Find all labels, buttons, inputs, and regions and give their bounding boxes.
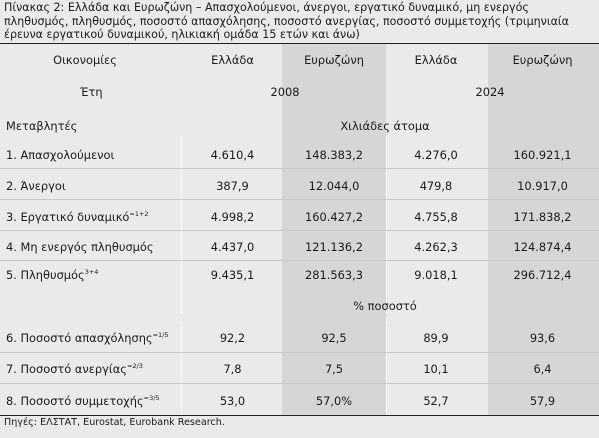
value-cell: 9.435,1 <box>210 268 255 282</box>
value-cell: 89,9 <box>423 331 449 345</box>
value-cell: 7,8 <box>223 362 242 376</box>
source-note: Πηγές: ΕΛΣΤΑΤ, Eurostat, Eurobank Resear… <box>4 417 225 428</box>
row-label: 7. Ποσοστό ανεργίας=2/3 <box>6 362 143 376</box>
row-rule <box>0 383 599 384</box>
row-label: 8. Ποσοστό συμμετοχής=3/5 <box>6 394 160 408</box>
value-cell: 4.276,0 <box>414 148 458 162</box>
header-col-greece-2024: Ελλάδα <box>414 53 458 67</box>
value-cell: 92,2 <box>219 331 246 345</box>
row-label: 2. Άνεργοι <box>6 179 66 193</box>
unit-percent: % ποσοστό <box>353 299 417 313</box>
row-rule <box>0 199 599 200</box>
value-cell: 296.712,4 <box>513 268 572 282</box>
header-col-eurozone-2008: Ευρωζώνη <box>304 53 364 67</box>
header-years: Έτη <box>80 85 103 99</box>
row-rule <box>0 352 599 353</box>
value-cell: 9.018,1 <box>414 268 458 282</box>
value-cell: 10.917,0 <box>517 179 568 193</box>
value-cell: 93,6 <box>529 331 556 345</box>
row-label: 1. Απασχολούμενοι <box>6 148 115 162</box>
value-cell: 10,1 <box>423 362 449 376</box>
eurozone-2008-column-shade <box>282 44 386 415</box>
value-cell: 4.262,3 <box>414 240 458 254</box>
title-rule <box>0 43 599 44</box>
value-cell: 7,5 <box>324 362 344 376</box>
row-footnote: =1/5 <box>152 331 169 339</box>
header-year-2024: 2024 <box>475 85 505 99</box>
row-label: 5. Πληθυσμός3+4 <box>6 268 99 282</box>
row-label: 3. Εργατικό δυναμικό=1+2 <box>6 210 149 224</box>
eurozone-2024-column-shade <box>488 44 599 415</box>
header-year-2008: 2008 <box>270 85 300 99</box>
row-rule <box>0 260 599 261</box>
column-separator <box>386 136 387 313</box>
value-cell: 171.838,2 <box>513 210 572 224</box>
value-cell: 6,4 <box>533 362 552 376</box>
value-cell: 92,5 <box>321 331 347 345</box>
value-cell: 281.563,3 <box>305 268 363 282</box>
column-separator <box>181 136 182 313</box>
row-rule <box>0 168 599 169</box>
value-cell: 121.136,2 <box>305 240 363 254</box>
header-economies: Οικονομίες <box>53 53 117 67</box>
value-cell: 57,0% <box>315 394 353 408</box>
value-cell: 4.998,2 <box>210 210 255 224</box>
row-footnote: =1+2 <box>129 210 149 218</box>
value-cell: 4.755,8 <box>414 210 458 224</box>
value-cell: 4.610,4 <box>210 148 255 162</box>
row-rule <box>0 230 599 231</box>
value-cell: 124.874,4 <box>513 240 572 254</box>
value-cell: 387,9 <box>216 179 249 193</box>
unit-thousands: Χιλιάδες άτομα <box>340 119 430 133</box>
value-cell: 12.044,0 <box>308 179 360 193</box>
value-cell: 148.383,2 <box>305 148 363 162</box>
column-separator <box>181 321 182 415</box>
row-footnote: =3/5 <box>143 394 160 402</box>
header-col-eurozone-2024: Ευρωζώνη <box>512 53 573 67</box>
table-title: Πίνακας 2: Ελλάδα και Ευρωζώνη – Απασχολ… <box>4 1 569 42</box>
row-footnote: =2/3 <box>126 362 143 370</box>
row-label: 6. Ποσοστό απασχόλησης=1/5 <box>6 331 169 345</box>
header-variables: Μεταβλητές <box>6 119 78 133</box>
row-footnote: 3+4 <box>84 268 99 276</box>
value-cell: 160.921,1 <box>513 148 572 162</box>
bottom-rule <box>0 415 599 416</box>
value-cell: 4.437,0 <box>210 240 255 254</box>
value-cell: 57,9 <box>529 394 556 408</box>
column-separator <box>386 321 387 415</box>
row-label: 4. Μη ενεργός πληθυσμός <box>6 240 154 254</box>
value-cell: 53,0 <box>219 394 246 408</box>
value-cell: 160.427,2 <box>305 210 363 224</box>
header-col-greece-2008: Ελλάδα <box>211 53 254 67</box>
value-cell: 52,7 <box>423 394 449 408</box>
value-cell: 479,8 <box>419 179 453 193</box>
